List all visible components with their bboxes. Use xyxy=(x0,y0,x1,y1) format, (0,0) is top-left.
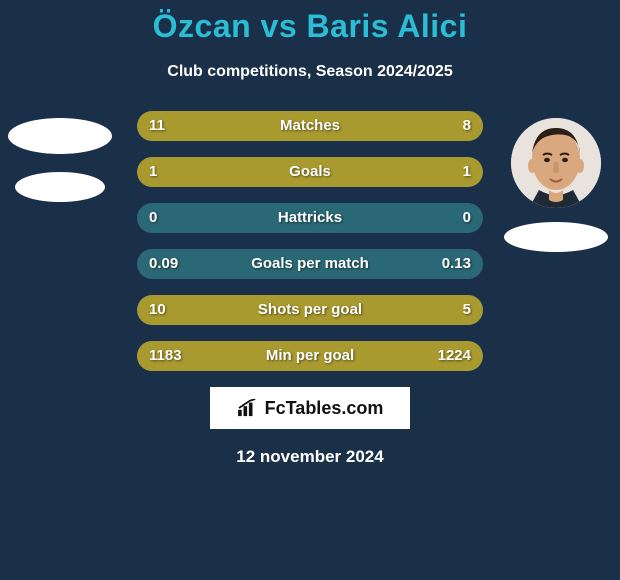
stat-label: Matches xyxy=(137,111,483,141)
stat-row: 0.09Goals per match0.13 xyxy=(137,249,483,279)
stat-value-right: 0.13 xyxy=(442,249,471,279)
brand-text: FcTables.com xyxy=(265,398,384,419)
stat-row: 1183Min per goal1224 xyxy=(137,341,483,371)
stat-value-right: 8 xyxy=(463,111,471,141)
player-left-avatar xyxy=(8,118,112,154)
player-right-avatar xyxy=(511,118,601,208)
stat-label: Shots per goal xyxy=(137,295,483,325)
page-title: Özcan vs Baris Alici xyxy=(0,0,620,45)
brand-badge[interactable]: FcTables.com xyxy=(210,387,410,429)
stat-label: Hattricks xyxy=(137,203,483,233)
player-right-team-pill xyxy=(504,222,608,252)
player-left-panel xyxy=(8,118,112,202)
stat-value-right: 5 xyxy=(463,295,471,325)
stat-value-right: 1224 xyxy=(438,341,471,371)
stats-container: 11Matches8 1Goals1 0Hattricks0 0.09Goals pe… xyxy=(137,111,483,371)
stat-value-right: 1 xyxy=(463,157,471,187)
chart-icon xyxy=(237,399,259,417)
avatar-face-icon xyxy=(511,118,601,208)
player-left-team-pill xyxy=(15,172,105,202)
stat-row: 0Hattricks0 xyxy=(137,203,483,233)
stat-row: 11Matches8 xyxy=(137,111,483,141)
stat-row: 1Goals1 xyxy=(137,157,483,187)
stat-label: Goals xyxy=(137,157,483,187)
stat-value-right: 0 xyxy=(463,203,471,233)
stat-label: Min per goal xyxy=(137,341,483,371)
stat-row: 10Shots per goal5 xyxy=(137,295,483,325)
stat-label: Goals per match xyxy=(137,249,483,279)
date-stamp: 12 november 2024 xyxy=(0,447,620,467)
player-right-panel xyxy=(504,118,608,252)
subtitle: Club competitions, Season 2024/2025 xyxy=(0,63,620,81)
